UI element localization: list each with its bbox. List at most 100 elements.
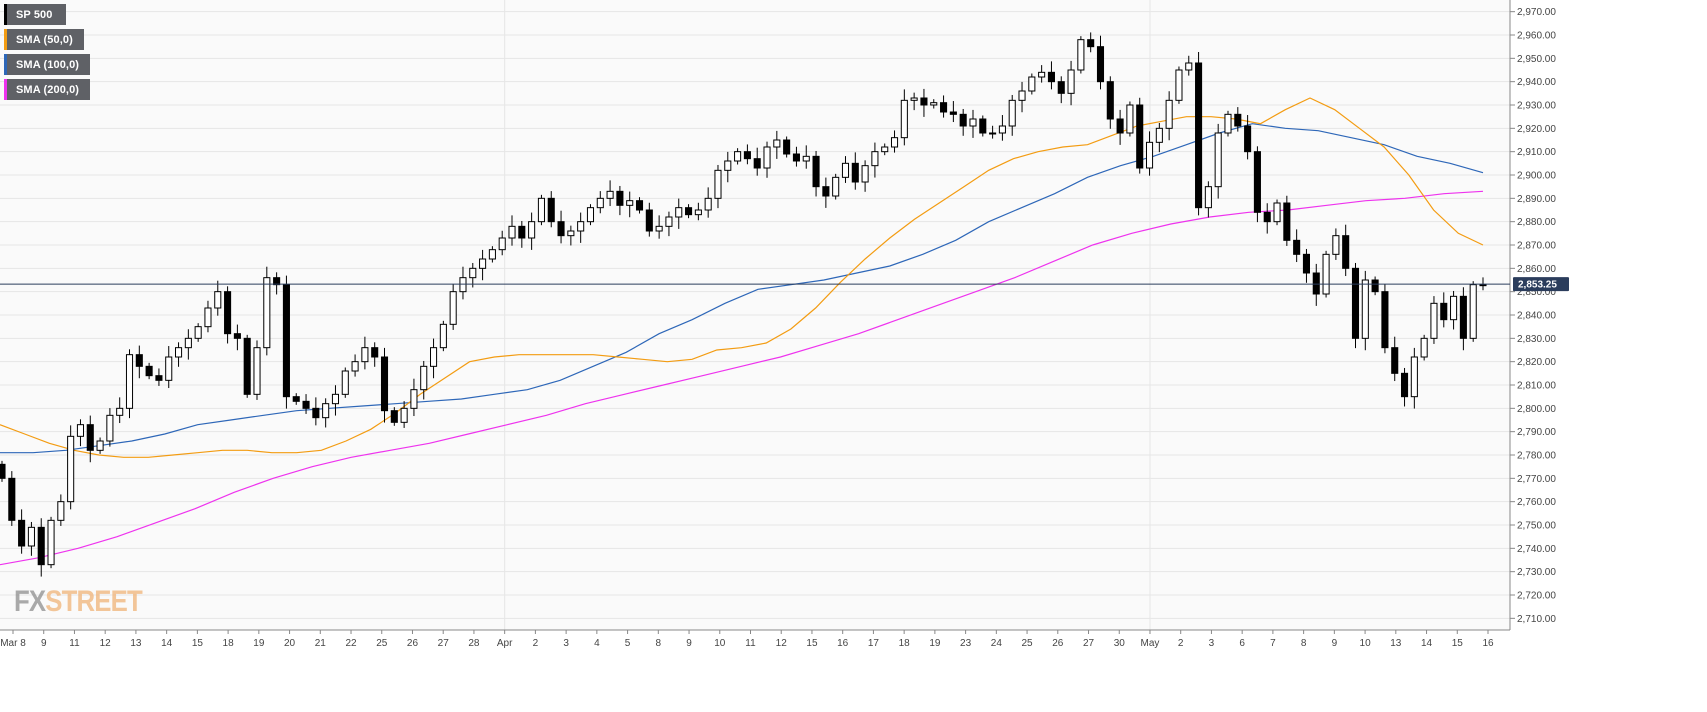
candle-body (890, 137, 899, 148)
candle-body (96, 440, 104, 451)
candle-body (312, 407, 320, 419)
x-tick-label: 6 (1239, 638, 1245, 649)
candle-body (1391, 347, 1399, 374)
x-tick-label: 28 (468, 638, 480, 649)
candle-body (763, 146, 771, 169)
sma-200-line (0, 190, 1484, 566)
candle-body (1400, 372, 1409, 398)
candle-body (351, 361, 359, 372)
candle-body (851, 162, 859, 183)
candle-body (1008, 99, 1016, 127)
candle-body (586, 207, 595, 223)
candle-body (508, 225, 516, 239)
y-tick-label: 2,880.00 (1517, 217, 1556, 228)
candle-body (1204, 186, 1212, 209)
candle-body (743, 151, 751, 160)
y-tick-label: 2,870.00 (1517, 241, 1556, 252)
candle-body (528, 221, 536, 239)
candle-body (675, 207, 683, 218)
candle-body (214, 291, 222, 309)
x-tick-label: May (1141, 638, 1160, 649)
candle-body (282, 284, 290, 398)
candle-body (302, 400, 310, 409)
candle-body (871, 151, 879, 167)
y-tick-label: 2,830.00 (1517, 334, 1556, 345)
x-tick-label: 9 (686, 638, 692, 649)
y-tick-label: 2,790.00 (1517, 427, 1556, 438)
legend-item-sma100[interactable]: SMA (100,0) (4, 54, 90, 75)
candle-body (1077, 39, 1085, 71)
candle-body (1136, 104, 1144, 169)
x-tick-label: 2 (1178, 638, 1184, 649)
y-tick-label: 2,950.00 (1517, 54, 1556, 65)
candle-body (881, 146, 889, 153)
candle-body (704, 197, 712, 211)
candle-body (116, 407, 124, 416)
candle-body (1106, 81, 1114, 120)
y-tick-label: 2,860.00 (1517, 264, 1556, 275)
legend-item-sma50[interactable]: SMA (50,0) (4, 29, 84, 50)
y-tick-label: 2,810.00 (1517, 381, 1556, 392)
legend-label: SMA (100,0) (16, 58, 80, 71)
y-tick-label: 2,890.00 (1517, 194, 1556, 205)
candle-body (459, 277, 467, 293)
candle-body (714, 169, 722, 199)
x-tick-label: 13 (130, 638, 142, 649)
last-price-badge (1513, 277, 1569, 292)
candle-body (1263, 211, 1271, 223)
y-tick-label: 2,840.00 (1517, 311, 1556, 322)
x-tick-label: 22 (345, 638, 357, 649)
candle-body (1175, 69, 1183, 101)
candle-body (1038, 71, 1046, 78)
candle-body (194, 326, 202, 339)
last-price-label: 2,853.25 (1518, 280, 1557, 291)
candle-body (979, 118, 987, 134)
candle-body (57, 501, 65, 521)
y-tick-label: 2,710.00 (1517, 614, 1556, 625)
candle-body (989, 132, 997, 135)
x-tick-label: 12 (776, 638, 788, 649)
candle-body (67, 435, 75, 503)
candle-body (606, 190, 614, 199)
candle-body (1145, 141, 1154, 169)
legend-label: SMA (50,0) (16, 33, 73, 46)
candle-body (596, 197, 604, 209)
x-tick-label: 8 (656, 638, 662, 649)
x-tick-label: 27 (1083, 638, 1095, 649)
candle-body (175, 347, 183, 358)
candle-body (1361, 279, 1369, 339)
x-tick-label: 21 (315, 638, 327, 649)
y-tick-label: 2,750.00 (1517, 521, 1556, 532)
x-tick-label: 2 (533, 638, 539, 649)
legend-item-sma200[interactable]: SMA (200,0) (4, 79, 90, 100)
x-tick-label: 11 (69, 638, 80, 649)
candle-body (125, 354, 134, 409)
candle-body (920, 97, 928, 106)
x-tick-label: 23 (960, 638, 972, 649)
x-tick-label: 17 (868, 638, 880, 649)
legend-item-sp500[interactable]: SP 500 (4, 4, 66, 25)
legend-label: SMA (200,0) (16, 83, 80, 96)
candle-body (1195, 62, 1203, 209)
candle-body (390, 410, 398, 423)
candle-body (1224, 113, 1232, 134)
x-tick-label: 19 (929, 638, 941, 649)
candle-body (430, 347, 438, 367)
candle-body (204, 307, 212, 328)
x-tick-label: Apr (497, 638, 513, 649)
candle-body (1028, 76, 1036, 92)
legend-label: SP 500 (16, 8, 53, 21)
y-tick-label: 2,730.00 (1517, 567, 1556, 578)
candle-body (1126, 104, 1134, 134)
candle-body (802, 155, 810, 162)
candle-body (1214, 132, 1222, 188)
candle-body (783, 139, 791, 155)
y-tick-label: 2,940.00 (1517, 77, 1556, 88)
candle-body (547, 197, 555, 223)
legend: SP 500 SMA (50,0) SMA (100,0) SMA (200,0… (4, 4, 90, 104)
candle-body (1312, 272, 1320, 295)
candle-body (518, 225, 526, 239)
candle-body (76, 424, 85, 437)
candle-body (861, 165, 869, 183)
